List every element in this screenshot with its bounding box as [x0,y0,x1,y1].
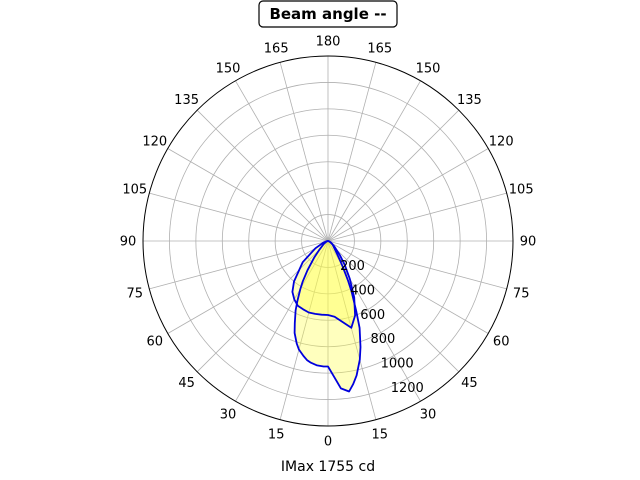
grid-spoke [149,240,329,290]
grid-spoke [196,109,329,242]
angle-label-left: 105 [122,183,147,198]
grid-spoke [327,240,489,334]
grid-spoke [196,240,329,373]
radial-tick-labels: 200 400 600 800 1000 1200 [340,259,424,396]
angle-label-left: 165 [264,41,289,56]
intensity-fill [292,241,361,392]
angle-label-right: 180 [316,35,341,50]
intensity-curves [291,240,362,393]
polar-grid [143,56,513,426]
angle-label-left: 15 [268,428,285,443]
title-box: Beam angle -- [258,0,398,28]
angle-label-right: 120 [489,135,514,150]
angle-label-right: 60 [493,335,510,350]
angle-label-right: 75 [513,286,530,301]
angle-label-left: 60 [147,335,164,350]
grid-spoke [327,240,377,420]
grid-spoke [327,240,460,373]
angle-label-left: 135 [174,93,199,108]
angle-label-right: 0 [324,435,332,450]
grid-spoke [279,240,329,420]
angle-label-right: 105 [509,183,534,198]
grid-spoke [327,192,507,242]
grid-spoke [327,80,421,242]
x-axis-label: IMax 1755 cd [281,459,375,475]
angle-label-right: 15 [372,428,389,443]
series-fill-1 [292,241,356,328]
chart-title: Beam angle -- [269,5,386,23]
series-fill-0 [294,241,361,392]
angle-label-right: 90 [520,235,537,250]
radial-tick-label: 800 [371,332,396,347]
series-line-1 [291,240,356,329]
outer-ring [142,55,514,427]
angle-labels: 0 15 30 45 60 75 90 105 120 135 150 165 180 15 30 45 60 7… [120,35,537,450]
angle-label-right: 45 [461,376,478,391]
radial-tick-label: 1200 [391,381,424,396]
grid-spoke [167,148,329,242]
grid-spoke [167,240,329,334]
grid-spoke [327,109,460,242]
radial-tick-label: 1000 [381,357,414,372]
grid-spoke [149,192,329,242]
angle-label-left: 75 [127,286,144,301]
angle-label-left: 90 [120,235,137,250]
angle-label-right: 150 [416,61,441,76]
angle-label-left: 30 [220,408,237,423]
angle-label-left: 120 [142,135,167,150]
angle-label-right: 30 [420,408,437,423]
radial-tick-label: 400 [350,283,375,298]
grid-spoke [235,240,329,402]
angle-label-left: 45 [178,376,195,391]
grid-spoke [279,62,329,242]
grid-spoke [235,80,329,242]
angle-label-left: 150 [216,61,241,76]
angle-label-right: 165 [367,41,392,56]
radial-tick-label: 200 [340,259,365,274]
angle-label-right: 135 [457,93,482,108]
grid-spoke [327,62,377,242]
radial-tick-label: 600 [360,308,385,323]
grid-spoke [327,148,489,242]
grid-spoke [327,240,507,290]
